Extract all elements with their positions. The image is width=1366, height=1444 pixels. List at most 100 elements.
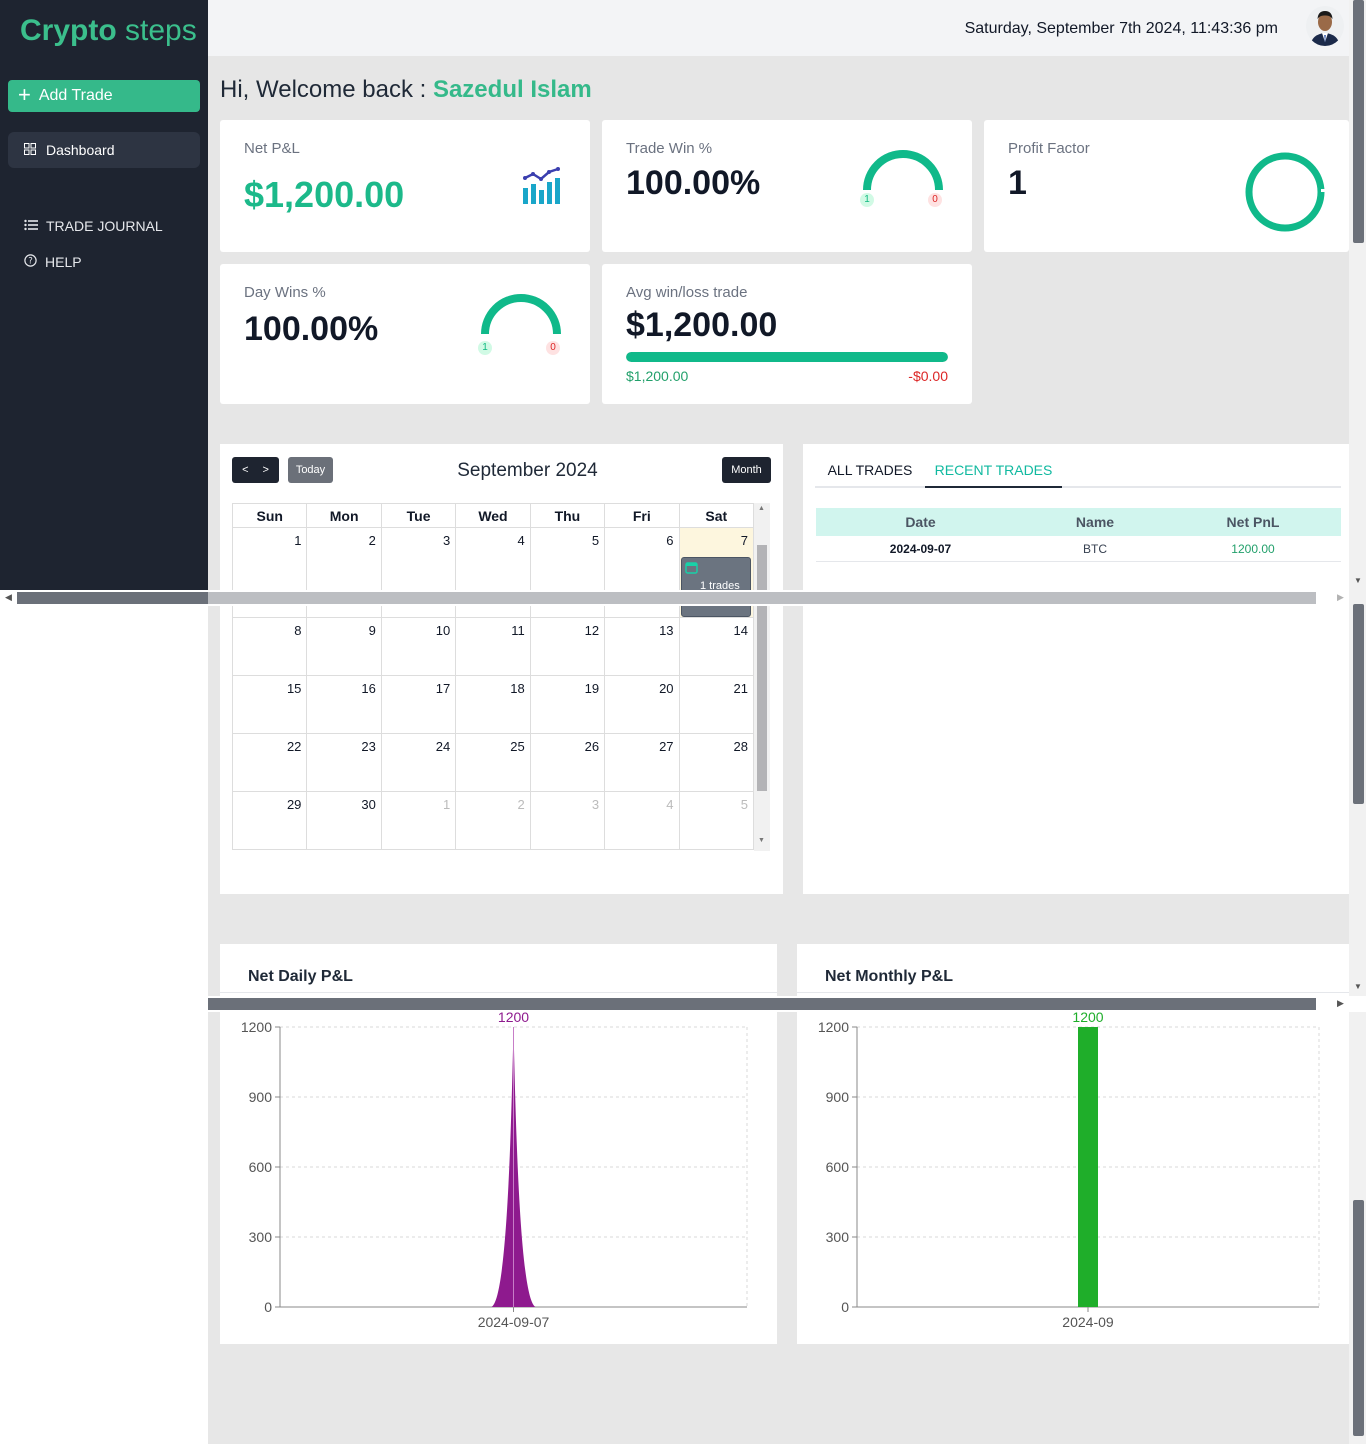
calendar-day-cell[interactable]: 21	[678, 675, 755, 734]
column-header-date: Date	[905, 514, 936, 530]
calendar-day-cell[interactable]: 11	[455, 617, 531, 676]
header-bar: Saturday, September 7th 2024, 11:43:36 p…	[208, 0, 1349, 56]
calendar-day-cell[interactable]: 26	[529, 733, 606, 792]
calendar-day-cell[interactable]: 28	[678, 733, 755, 792]
x-tick-label: 2024-09-07	[478, 1314, 550, 1330]
calendar-day-cell[interactable]: 9	[306, 617, 382, 676]
calendar-day-cell[interactable]: 10	[380, 617, 457, 676]
horizontal-scrollbar-thumb[interactable]	[17, 998, 1316, 1010]
calendar-scrollbar[interactable]: ▲ ▼	[754, 503, 770, 851]
add-trade-button[interactable]: + Add Trade	[8, 80, 200, 112]
calendar-day-cell[interactable]: 23	[306, 733, 382, 792]
calendar-day-cell[interactable]: 22	[231, 733, 308, 792]
day-wins-card: Day Wins % 100.00% 1 0	[220, 264, 590, 404]
day-wins-value: 100.00%	[244, 310, 379, 348]
sidebar-item-label: HELP	[45, 254, 82, 270]
calendar-icon	[685, 561, 698, 579]
calendar-day-cell[interactable]: 13	[604, 617, 680, 676]
chart-title: Net Daily P&L	[248, 968, 353, 985]
card-title: Avg win/loss trade	[626, 284, 748, 301]
calendar-day-cell[interactable]: 12	[529, 617, 606, 676]
calendar-day-cell[interactable]: 18	[455, 675, 531, 734]
gauge-win-count: 1	[478, 341, 492, 355]
sidebar-item-help[interactable]: ? HELP	[24, 254, 82, 270]
trades-card: ALL TRADES RECENT TRADES Date Name Net P…	[803, 444, 1349, 894]
calendar-day-cell[interactable]: 15	[231, 675, 308, 734]
calendar-day-cell[interactable]: 30	[306, 791, 382, 850]
chart-title: Net Monthly P&L	[825, 968, 953, 985]
sidebar-item-trade-journal[interactable]: TRADE JOURNAL	[24, 218, 163, 234]
data-label: 1200	[498, 1009, 529, 1025]
vertical-scrollbar-thumb[interactable]	[1353, 1200, 1364, 1436]
calendar-day-cell[interactable]: 27	[604, 733, 680, 792]
grid-icon	[24, 142, 36, 158]
avg-win-value: $1,200.00	[626, 368, 689, 384]
data-label: 1200	[1072, 1009, 1103, 1025]
vertical-scrollbar[interactable]: ▼	[1349, 590, 1366, 996]
calendar-next-button[interactable]: >	[262, 464, 269, 476]
avg-loss-value: -$0.00	[908, 368, 948, 384]
card-title: Net P&L	[244, 140, 300, 157]
trade-date: 2024-09-07	[889, 541, 952, 556]
avatar[interactable]	[1306, 6, 1344, 46]
calendar-day-cell[interactable]: 20	[604, 675, 680, 734]
y-tick-label: 300	[249, 1229, 273, 1245]
sidebar: Crypto steps + Add Trade Dashboard TRADE…	[0, 0, 208, 590]
card-title: Day Wins %	[244, 284, 326, 301]
gauge-loss-count: 0	[546, 341, 560, 355]
calendar-weekday-header: Sun	[231, 503, 308, 528]
table-row[interactable]: 2024-09-07 BTC 1200.00	[816, 536, 1341, 562]
vertical-scrollbar[interactable]	[1349, 1012, 1366, 1444]
calendar-day-cell[interactable]: 1	[380, 791, 457, 850]
profit-factor-card: Profit Factor 1	[984, 120, 1349, 252]
calendar-today-button[interactable]: Today	[288, 457, 333, 483]
calendar-day-cell[interactable]: 2	[455, 791, 531, 850]
list-icon	[24, 218, 38, 234]
vertical-scrollbar-thumb[interactable]	[1353, 0, 1364, 243]
vertical-scrollbar[interactable]: ▼	[1349, 0, 1366, 590]
brand-logo[interactable]: Crypto steps	[20, 14, 197, 47]
calendar-event[interactable]: 1 trades	[681, 557, 751, 617]
calendar-weekday-header: Thu	[529, 503, 606, 528]
win-ratio-fill	[626, 352, 948, 362]
calendar-prev-button[interactable]: <	[242, 464, 249, 476]
calendar-day-cell[interactable]: 3	[529, 791, 606, 850]
tab-all-trades[interactable]: ALL TRADES	[827, 462, 913, 478]
calendar-day-cell[interactable]: 14	[678, 617, 755, 676]
win-loss-ratio-bar	[626, 352, 948, 362]
calendar-day-cell[interactable]: 16	[306, 675, 382, 734]
calendar-day-cell[interactable]: 25	[455, 733, 531, 792]
calendar-week-row: 29 30 1 2 3 4 5	[231, 791, 755, 850]
calendar-day-cell[interactable]: 29	[231, 791, 308, 850]
calendar-week-row: 15 16 17 18 19 20 21	[231, 675, 755, 734]
calendar-day-cell[interactable]: 8	[231, 617, 308, 676]
calendar-title: September 2024	[457, 460, 598, 481]
calendar-week-row: 8 9 10 11 12 13 14	[231, 617, 755, 676]
net-pnl-card: Net P&L $1,200.00	[220, 120, 590, 252]
add-trade-label: Add Trade	[38, 87, 113, 104]
profit-factor-value: 1	[1008, 164, 1027, 202]
calendar-weekday-header: Tue	[380, 503, 457, 528]
calendar-month-view-button[interactable]: Month	[722, 457, 771, 483]
tab-recent-trades[interactable]: RECENT TRADES	[925, 462, 1062, 488]
calendar-day-cell[interactable]: 17	[380, 675, 457, 734]
trade-net-pnl: 1200.00	[1231, 541, 1275, 556]
y-tick-label: 300	[826, 1229, 850, 1245]
trades-table-header: Date Name Net PnL	[816, 508, 1341, 536]
welcome-heading: Hi, Welcome back : Sazedul Islam	[220, 76, 592, 103]
bar[interactable]	[1078, 1027, 1098, 1307]
vertical-scrollbar-thumb[interactable]	[1353, 604, 1364, 804]
y-tick-label: 600	[249, 1159, 273, 1175]
calendar-grid: Sun Mon Tue Wed Thu Fri Sat 1 2 3 4 5 6 7 8 9 10 11 12 13 1…	[231, 503, 755, 850]
current-datetime: Saturday, September 7th 2024, 11:43:36 p…	[964, 20, 1278, 37]
calendar-day-cell[interactable]: 24	[380, 733, 457, 792]
calendar-weekday-header: Fri	[604, 503, 680, 528]
sidebar-item-dashboard[interactable]: Dashboard	[8, 132, 200, 168]
column-header-net-pnl: Net PnL	[1226, 514, 1280, 530]
calendar-day-cell[interactable]: 4	[604, 791, 680, 850]
calendar-day-cell[interactable]: 5	[678, 791, 755, 850]
calendar-scrollbar-thumb[interactable]	[757, 545, 767, 791]
horizontal-scrollbar[interactable]: ◀ ▶	[0, 996, 1349, 1012]
calendar-day-cell[interactable]: 19	[529, 675, 606, 734]
profit-factor-ring	[1243, 150, 1327, 239]
